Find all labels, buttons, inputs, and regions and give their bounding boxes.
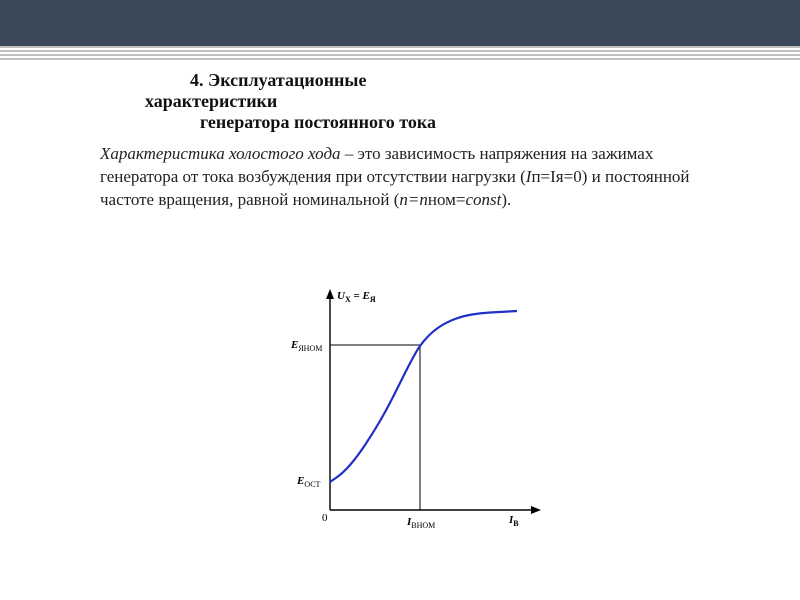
var-3: const — [466, 190, 502, 209]
title-line-3: генератора постоянного тока — [200, 112, 730, 133]
header-stripes — [0, 46, 800, 62]
section-title: 4. Эксплуатационные характеристики генер… — [100, 70, 730, 133]
title-line-1: 4. Эксплуатационные — [190, 70, 730, 91]
magnetization-curve — [330, 311, 517, 482]
title-line-2: характеристики — [145, 91, 730, 112]
header-bar — [0, 0, 800, 46]
y-axis-label: UX = EЯ — [337, 290, 376, 304]
ib-nom-label: IВНОМ — [406, 516, 435, 530]
x-axis-label: IВ — [508, 514, 519, 528]
idle-characteristic-chart: 0 UX = EЯ EЯНОМ EОСТ IВ IВНОМ — [245, 285, 565, 565]
e-ost-label: EОСТ — [296, 475, 321, 489]
var-2: n=n — [399, 190, 427, 209]
para-seg-2: п=Iя=0 — [531, 167, 581, 186]
ey-nom-label: EЯНОМ — [290, 339, 322, 353]
paragraph: Характеристика холостого хода – это зави… — [100, 143, 730, 212]
x-axis-arrow-icon — [531, 506, 541, 514]
y-axis-arrow-icon — [326, 289, 334, 299]
origin-label: 0 — [322, 512, 328, 524]
content: 4. Эксплуатационные характеристики генер… — [0, 62, 800, 212]
para-seg-4: ном — [428, 190, 456, 209]
lead-term: Характеристика холостого хода — [100, 144, 341, 163]
